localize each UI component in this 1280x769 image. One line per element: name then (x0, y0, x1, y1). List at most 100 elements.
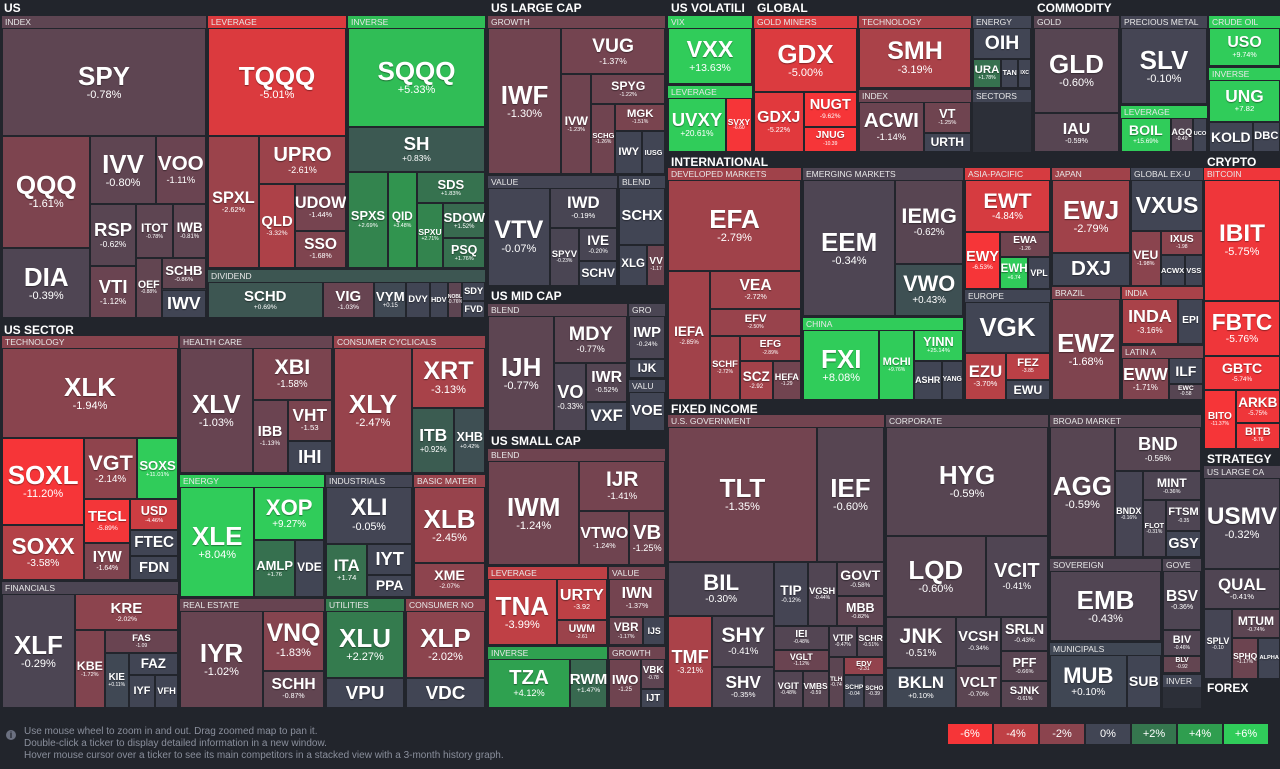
ticker-tile[interactable]: ARKB -5.75% (1235, 389, 1280, 423)
ticker-tile[interactable]: EWJ -2.79% (1052, 180, 1130, 254)
ticker-tile[interactable]: UWM -2.61 (556, 619, 607, 645)
ticker-tile[interactable]: UPRO -2.61% (258, 136, 346, 185)
ticker-tile[interactable]: FXI +8.08% (803, 330, 880, 400)
ticker-tile[interactable]: SPLV -0.10 (1204, 609, 1232, 679)
ticker-tile[interactable]: SVXY -6.60 (725, 98, 752, 152)
ticker-tile[interactable]: SCHD +0.69% (208, 282, 323, 318)
ticker-tile[interactable]: EFV -2.50% (710, 308, 801, 336)
ticker-tile[interactable]: MINT -0.36% (1142, 471, 1201, 501)
ticker-tile[interactable]: EEM -0.34% (803, 180, 896, 316)
ticker-tile[interactable]: OIH (973, 28, 1031, 59)
ticker-tile[interactable]: ILF (1168, 358, 1203, 384)
ticker-tile[interactable]: YANG (941, 360, 963, 400)
ticker-tile[interactable]: TQQQ -5.01% (208, 28, 346, 137)
ticker-tile[interactable]: ITA +1.74 (326, 543, 368, 597)
ticker-tile[interactable]: AMLP +1.76 (254, 539, 295, 597)
ticker-tile[interactable]: VGLT -1.12% (774, 649, 829, 671)
ticker-tile[interactable]: IBB -1.13% (252, 399, 288, 473)
ticker-tile[interactable]: SCHP -0.04 (843, 675, 865, 708)
ticker-tile[interactable]: KIE +0.11% (104, 653, 129, 708)
ticker-tile[interactable]: VB -1.25% (629, 511, 665, 565)
ticker-tile[interactable]: FAS -1.09 (104, 630, 178, 654)
ticker-tile[interactable]: USD -4.46% (130, 499, 178, 530)
ticker-tile[interactable]: UNG +7.82 (1209, 80, 1280, 122)
ticker-tile[interactable]: UCO (1192, 118, 1207, 152)
ticker-tile[interactable]: IHI (287, 440, 332, 473)
ticker-tile[interactable]: IJR -1.41% (579, 461, 665, 512)
ticker-tile[interactable]: IWP -0.24% (629, 316, 665, 359)
ticker-tile[interactable]: VTWO -1.24% (579, 511, 630, 565)
ticker-tile[interactable]: XLE +8.04% (180, 487, 255, 597)
ticker-tile[interactable]: SPXS +2.69% (348, 171, 388, 268)
ticker-tile[interactable]: ALPHA (1258, 638, 1280, 679)
ticker-tile[interactable]: SDS +1.83% (416, 171, 485, 204)
ticker-tile[interactable]: IWV (161, 289, 206, 318)
ticker-tile[interactable]: MUB +0.10% (1050, 655, 1127, 708)
ticker-tile[interactable]: VT -1.25% (923, 102, 971, 133)
ticker-tile[interactable]: XHB +0.42% (454, 408, 485, 473)
ticker-tile[interactable]: XLU +2.27% (326, 611, 404, 678)
ticker-tile[interactable]: VTV -0.07% (488, 188, 550, 286)
ticker-tile[interactable]: DXJ (1052, 253, 1130, 286)
ticker-tile[interactable]: IVW -1.23% (561, 74, 592, 174)
ticker-tile[interactable]: TLH -0.74 (828, 657, 844, 708)
ticker-tile[interactable]: XME -2.07% (414, 562, 485, 597)
ticker-tile[interactable]: VMBS -0.59 (802, 670, 829, 708)
ticker-tile[interactable]: BKLN +0.10% (886, 668, 956, 708)
ticker-tile[interactable]: IUSG (642, 131, 665, 174)
ticker-tile[interactable]: SUB (1126, 655, 1161, 708)
ticker-tile[interactable]: SHY -0.41% (712, 615, 775, 667)
ticker-tile[interactable]: XLB -2.45% (414, 487, 485, 563)
ticker-tile[interactable]: IWY (615, 131, 643, 174)
ticker-tile[interactable]: UVXY +20.61% (668, 98, 726, 152)
ticker-tile[interactable]: URA +1.78% (973, 58, 1001, 88)
ticker-tile[interactable]: AGQ -0.49 (1170, 118, 1193, 152)
ticker-tile[interactable]: EWA -1.26 (1000, 232, 1050, 258)
ticker-tile[interactable]: VBK -0.78 (641, 659, 665, 690)
ticker-tile[interactable]: SSO -1.68% (295, 230, 346, 268)
ticker-tile[interactable]: FBTC -5.76% (1204, 301, 1280, 356)
ticker-tile[interactable]: VCLT -0.70% (955, 666, 1002, 708)
ticker-tile[interactable]: SPXL -2.62% (208, 136, 259, 268)
ticker-tile[interactable]: VTIP -0.47% (828, 626, 858, 658)
ticker-tile[interactable]: GLD -0.60% (1034, 28, 1119, 114)
ticker-tile[interactable]: OEF -0.88% (135, 258, 162, 318)
ticker-tile[interactable]: HYG -0.59% (886, 427, 1048, 537)
ticker-tile[interactable]: XLK -1.94% (2, 348, 178, 439)
ticker-tile[interactable]: JNUG -10.39 (803, 126, 857, 152)
ticker-tile[interactable]: KBE -1.72% (74, 630, 105, 708)
ticker-tile[interactable]: XLY -2.47% (334, 348, 412, 473)
ticker-tile[interactable]: IWN -1.37% (609, 579, 665, 618)
ticker-tile[interactable]: VV -1.17 (647, 244, 665, 286)
ticker-tile[interactable]: RWM +1.47% (570, 659, 607, 708)
ticker-tile[interactable]: SDOW +1.52% (443, 203, 485, 239)
ticker-tile[interactable]: IVE -0.20% (579, 228, 617, 261)
ticker-tile[interactable]: BLV -0.92 (1163, 656, 1201, 673)
ticker-tile[interactable]: HDV (429, 282, 448, 318)
ticker-tile[interactable]: FLOT -0.31% (1142, 500, 1167, 557)
ticker-tile[interactable]: EMB -0.43% (1050, 571, 1161, 641)
ticker-tile[interactable]: IWD -0.19% (549, 188, 617, 229)
ticker-tile[interactable]: SLV -0.10% (1121, 28, 1207, 104)
ticker-tile[interactable]: NOBL -0.76% (447, 282, 463, 318)
ticker-tile[interactable]: VO -0.33% (554, 363, 587, 431)
ticker-tile[interactable]: BOIL +15.69% (1121, 118, 1171, 152)
ticker-tile[interactable]: DBC (1252, 121, 1280, 152)
ticker-tile[interactable]: IWM -1.24% (488, 461, 580, 565)
ticker-tile[interactable]: AGG -0.59% (1050, 427, 1115, 557)
ticker-tile[interactable]: VGIT -0.48% (774, 670, 803, 708)
ticker-tile[interactable]: YINN +25.14% (913, 330, 963, 361)
ticker-tile[interactable]: SH +0.83% (348, 127, 485, 172)
ticker-tile[interactable]: FEZ -3.85 (1005, 352, 1050, 381)
ticker-tile[interactable]: PFF -0.66% (1001, 651, 1048, 682)
ticker-tile[interactable]: XRT -3.13% (411, 348, 485, 409)
ticker-tile[interactable]: VHT -1.53 (287, 399, 332, 441)
ticker-tile[interactable]: IJK (629, 358, 665, 378)
ticker-tile[interactable]: JNK -0.51% (886, 616, 956, 669)
ticker-tile[interactable]: VXUS (1131, 180, 1203, 231)
ticker-tile[interactable]: EFA -2.79% (668, 180, 801, 271)
ticker-tile[interactable]: ITOT -0.78% (135, 204, 174, 258)
ticker-tile[interactable]: SCZ -2.92 (739, 360, 773, 400)
ticker-tile[interactable]: VBR -1.17% (609, 617, 644, 645)
ticker-tile[interactable]: FTSM -0.35 (1166, 500, 1201, 532)
